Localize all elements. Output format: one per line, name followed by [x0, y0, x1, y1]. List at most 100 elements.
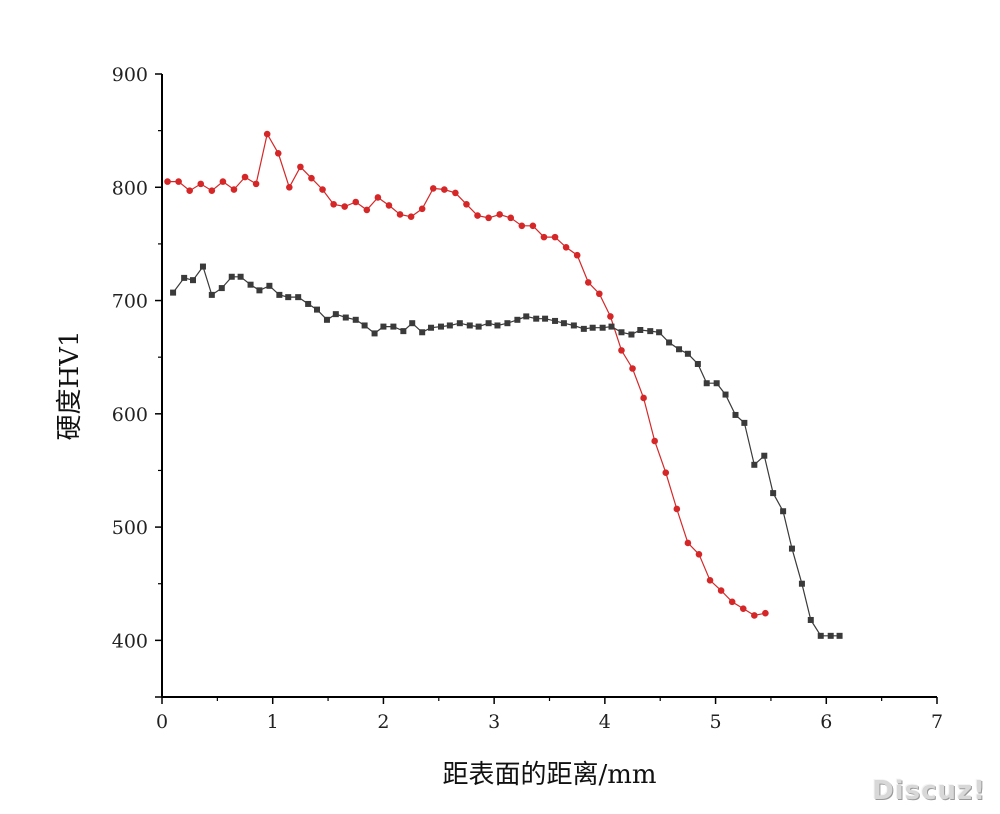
series-2-point [761, 452, 768, 459]
series-1-point [241, 173, 249, 181]
watermark-text: Discuz! [872, 776, 986, 806]
y-tick-label: 800 [112, 177, 148, 199]
series-2-point [713, 380, 720, 387]
series-1-point [407, 213, 415, 221]
series-2-point [390, 323, 397, 330]
series-2-point [456, 320, 463, 327]
series-1-point [374, 194, 382, 201]
series-1-point [551, 233, 559, 241]
series-2-point [438, 323, 444, 330]
series-1-point [618, 347, 625, 354]
series-1-point [363, 206, 371, 214]
series-1-point [640, 394, 647, 402]
series-1-point [297, 163, 304, 171]
series-2-point [580, 325, 587, 332]
series-2-point [400, 328, 407, 335]
x-tick-label: 4 [599, 711, 611, 733]
series-2-point [247, 281, 254, 288]
series-2-point [827, 632, 834, 639]
series-1-point [673, 505, 681, 513]
series-2-point [419, 329, 426, 336]
series-2-point [523, 313, 530, 320]
series-2-point [741, 419, 748, 426]
series-2-point [228, 273, 235, 280]
series-2-point [751, 461, 758, 468]
series-2-point [190, 277, 196, 284]
series-1-point [751, 612, 758, 619]
series-1-point [762, 609, 769, 617]
series-2-point [285, 294, 292, 301]
series-2-point [817, 632, 824, 639]
series-1-point [629, 365, 636, 372]
y-tick-label: 700 [112, 291, 148, 313]
axes: 0 1 2 3 4 5 6 7 400 500 600 700 800 900 [112, 64, 943, 733]
series-1-point [474, 212, 481, 219]
series-1-point [463, 200, 470, 208]
series-2-point [788, 545, 795, 552]
series-1-point [319, 186, 326, 193]
series-1-point [230, 186, 238, 193]
series-2-point [647, 328, 654, 335]
series-2-point [323, 316, 330, 323]
series-1-point [164, 178, 171, 185]
series-2-point [218, 285, 225, 292]
series-2-point [314, 306, 320, 313]
series-2-point [181, 274, 188, 281]
y-tick-label: 500 [112, 517, 148, 539]
series-layer [164, 130, 843, 639]
series-2-point [428, 324, 435, 331]
series-2-point [342, 314, 349, 321]
series-2-point [208, 291, 215, 298]
series-1-point [452, 189, 459, 197]
series-1-point [662, 469, 670, 477]
series-2-point [770, 490, 777, 497]
series-2-point [570, 322, 577, 329]
series-1-point [607, 313, 614, 320]
series-1-point [263, 130, 271, 138]
series-1-point [518, 222, 526, 230]
series-2-point [352, 316, 359, 323]
series-2-point [409, 320, 416, 327]
series-1-point [485, 214, 492, 222]
series-1-point [717, 587, 725, 594]
series-2-point [266, 282, 273, 289]
series-2-point [637, 326, 644, 333]
series-2-point [361, 322, 368, 329]
series-2-point [703, 380, 710, 387]
series-2-point [780, 508, 787, 515]
series-1-point [186, 187, 193, 194]
series-1-point [496, 211, 503, 218]
series-1-point [308, 174, 315, 182]
series-2-point [589, 324, 596, 331]
series-1-point [728, 598, 736, 606]
series-1-point [352, 198, 360, 206]
y-axis-title: 硬度HV1 [55, 331, 85, 441]
series-2-point [514, 316, 521, 323]
series-2-point [836, 632, 843, 639]
x-axis-title: 距表面的距离/mm [442, 760, 656, 790]
series-2-point [694, 360, 701, 367]
series-1-point [252, 180, 260, 188]
series-1-point [695, 550, 703, 558]
series-2-point [676, 346, 683, 353]
series-2-point [276, 291, 283, 298]
series-1-point [197, 180, 205, 188]
series-2-point [199, 263, 206, 270]
series-1-point [739, 605, 747, 612]
series-2-point [618, 329, 625, 336]
series-1-point [540, 233, 548, 241]
series-2-point [504, 320, 511, 327]
series-2-point [656, 329, 663, 336]
series-1-point [507, 214, 515, 222]
y-tick-label: 400 [112, 630, 148, 652]
series-1-point [596, 290, 603, 298]
series-1-point [219, 178, 227, 185]
series-2-point [295, 294, 302, 301]
series-2-point [732, 411, 739, 418]
series-2-point [684, 350, 691, 357]
x-tick-label: 5 [710, 711, 722, 733]
series-2-point [256, 287, 263, 294]
series-2-point [466, 322, 473, 329]
series-2-point [560, 320, 567, 327]
series-1-point [396, 211, 404, 218]
